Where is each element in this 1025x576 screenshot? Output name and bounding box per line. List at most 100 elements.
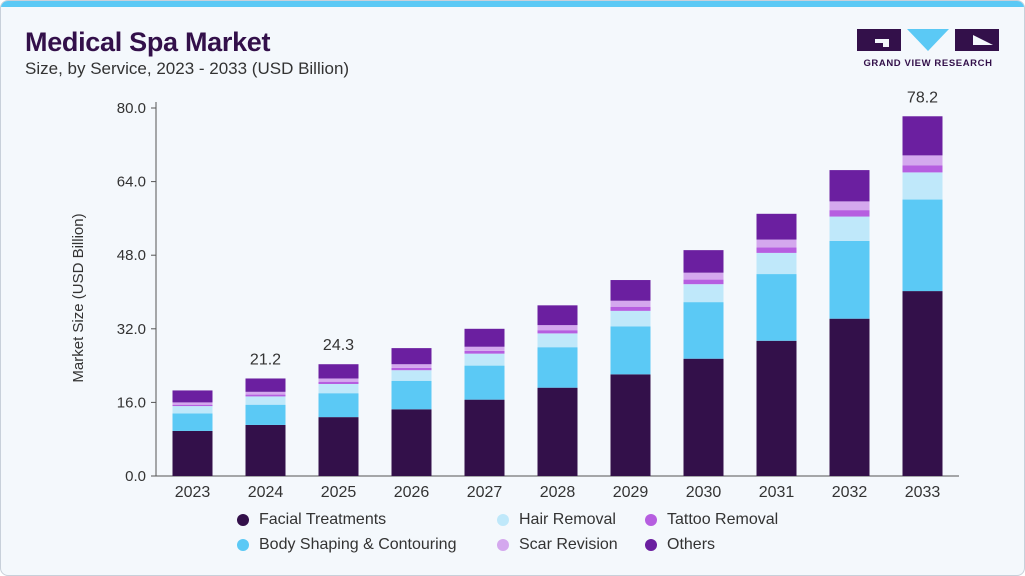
- bar-segment-others-2029: [610, 280, 651, 301]
- x-tick-label-2023: 2023: [175, 484, 211, 501]
- data-label-2024: 21.2: [250, 351, 281, 368]
- bar-segment-facial-treatments-2027: [464, 399, 505, 476]
- bar-segment-facial-treatments-2031: [756, 340, 797, 476]
- legend-label: Hair Removal: [519, 511, 616, 528]
- bar-segment-hair-removal-2023: [172, 406, 213, 414]
- x-tick-label-2033: 2033: [905, 484, 941, 501]
- legend-swatch: [237, 539, 249, 551]
- bar-segment-others-2028: [537, 305, 578, 326]
- y-tick-label: 32.0: [117, 321, 146, 338]
- y-axis-label: Market Size (USD Billion): [70, 213, 87, 382]
- bar-segment-scar-revision-2024: [245, 391, 286, 395]
- bar-segment-body-shaping-contouring-2033: [902, 199, 943, 292]
- bar-segment-others-2027: [464, 328, 505, 347]
- brand-name: GRAND VIEW RESEARCH: [863, 58, 993, 69]
- bar-segment-hair-removal-2033: [902, 172, 943, 200]
- bar-segment-body-shaping-contouring-2023: [172, 413, 213, 431]
- bar-segment-hair-removal-2032: [829, 216, 870, 241]
- legend-label: Others: [667, 536, 716, 553]
- bar-segment-facial-treatments-2029: [610, 374, 651, 476]
- bar-segment-tattoo-removal-2026: [391, 367, 432, 371]
- bar-segment-others-2023: [172, 390, 213, 403]
- x-tick-label-2025: 2025: [321, 484, 357, 501]
- gvr-logo-icon: [857, 29, 999, 51]
- bar-segment-scar-revision-2031: [756, 239, 797, 248]
- bar-segment-tattoo-removal-2031: [756, 247, 797, 253]
- legend-label: Facial Treatments: [259, 511, 387, 528]
- bar-segment-others-2031: [756, 213, 797, 240]
- x-tick-label-2030: 2030: [686, 484, 722, 501]
- bar-segment-hair-removal-2027: [464, 353, 505, 366]
- legend-label: Scar Revision: [519, 536, 618, 553]
- bar-segment-facial-treatments-2024: [245, 424, 286, 476]
- y-tick-label: 0.0: [125, 468, 146, 485]
- x-tick-label-2026: 2026: [394, 484, 430, 501]
- bar-segment-body-shaping-contouring-2030: [683, 302, 724, 359]
- bar-segment-tattoo-removal-2025: [318, 381, 359, 384]
- legend-item-tattoo-removal: Tattoo Removal: [645, 511, 778, 529]
- bar-segment-facial-treatments-2030: [683, 358, 724, 476]
- legend-swatch: [497, 539, 509, 551]
- bar-segment-scar-revision-2032: [829, 201, 870, 211]
- bar-segment-scar-revision-2023: [172, 402, 213, 405]
- chart-title: Medical Spa Market: [25, 27, 271, 57]
- bar-segment-body-shaping-contouring-2026: [391, 380, 432, 410]
- bar-segment-tattoo-removal-2030: [683, 279, 724, 285]
- data-label-2025: 24.3: [323, 337, 354, 354]
- bar-segment-body-shaping-contouring-2024: [245, 404, 286, 425]
- bar-segment-body-shaping-contouring-2032: [829, 240, 870, 319]
- legend-item-body-shaping-contouring: Body Shaping & Contouring: [237, 536, 456, 554]
- bar-segment-others-2025: [318, 364, 359, 379]
- bar-segment-scar-revision-2026: [391, 364, 432, 368]
- legend-item-hair-removal: Hair Removal: [497, 511, 616, 529]
- bar-segment-hair-removal-2025: [318, 384, 359, 394]
- chart-legend: Facial Treatments Body Shaping & Contouri…: [237, 511, 837, 563]
- bar-segment-facial-treatments-2033: [902, 291, 943, 476]
- bar-segment-tattoo-removal-2029: [610, 306, 651, 311]
- legend-item-others: Others: [645, 536, 715, 554]
- bar-segment-tattoo-removal-2027: [464, 350, 505, 354]
- bar-segment-scar-revision-2033: [902, 155, 943, 166]
- bar-segment-others-2024: [245, 378, 286, 392]
- bar-segment-body-shaping-contouring-2027: [464, 365, 505, 400]
- bar-segment-others-2030: [683, 250, 724, 273]
- x-tick-label-2029: 2029: [613, 484, 649, 501]
- bar-segment-others-2026: [391, 348, 432, 365]
- bar-segment-facial-treatments-2023: [172, 430, 213, 476]
- legend-swatch: [497, 514, 509, 526]
- bar-segment-facial-treatments-2025: [318, 417, 359, 476]
- x-tick-label-2032: 2032: [832, 484, 868, 501]
- bar-segment-body-shaping-contouring-2025: [318, 393, 359, 418]
- bar-segment-others-2032: [829, 170, 870, 202]
- x-tick-label-2031: 2031: [759, 484, 795, 501]
- bar-segment-tattoo-removal-2023: [172, 404, 213, 407]
- bar-segment-hair-removal-2029: [610, 310, 651, 327]
- bar-segment-tattoo-removal-2024: [245, 394, 286, 397]
- bar-segment-facial-treatments-2026: [391, 409, 432, 476]
- bar-segment-facial-treatments-2028: [537, 387, 578, 476]
- y-tick-label: 16.0: [117, 394, 146, 411]
- bar-segment-scar-revision-2030: [683, 272, 724, 280]
- bar-segment-body-shaping-contouring-2028: [537, 347, 578, 388]
- bar-segment-tattoo-removal-2033: [902, 165, 943, 173]
- bar-segment-hair-removal-2028: [537, 333, 578, 348]
- chart-subtitle: Size, by Service, 2023 - 2033 (USD Billi…: [25, 59, 350, 78]
- bar-segment-hair-removal-2031: [756, 252, 797, 275]
- legend-label: Body Shaping & Contouring: [259, 536, 457, 553]
- x-tick-label-2028: 2028: [540, 484, 576, 501]
- x-tick-label-2024: 2024: [248, 484, 284, 501]
- legend-item-scar-revision: Scar Revision: [497, 536, 618, 554]
- legend-swatch: [645, 539, 657, 551]
- data-label-2033: 78.2: [907, 89, 938, 106]
- legend-swatch: [645, 514, 657, 526]
- bar-segment-others-2033: [902, 116, 943, 156]
- accent-top-bar: [1, 1, 1024, 7]
- x-tick-label-2027: 2027: [467, 484, 503, 501]
- bar-segment-body-shaping-contouring-2029: [610, 326, 651, 375]
- bar-segment-hair-removal-2026: [391, 370, 432, 381]
- bar-segment-scar-revision-2029: [610, 300, 651, 307]
- bar-segment-scar-revision-2028: [537, 325, 578, 331]
- bar-segment-body-shaping-contouring-2031: [756, 274, 797, 341]
